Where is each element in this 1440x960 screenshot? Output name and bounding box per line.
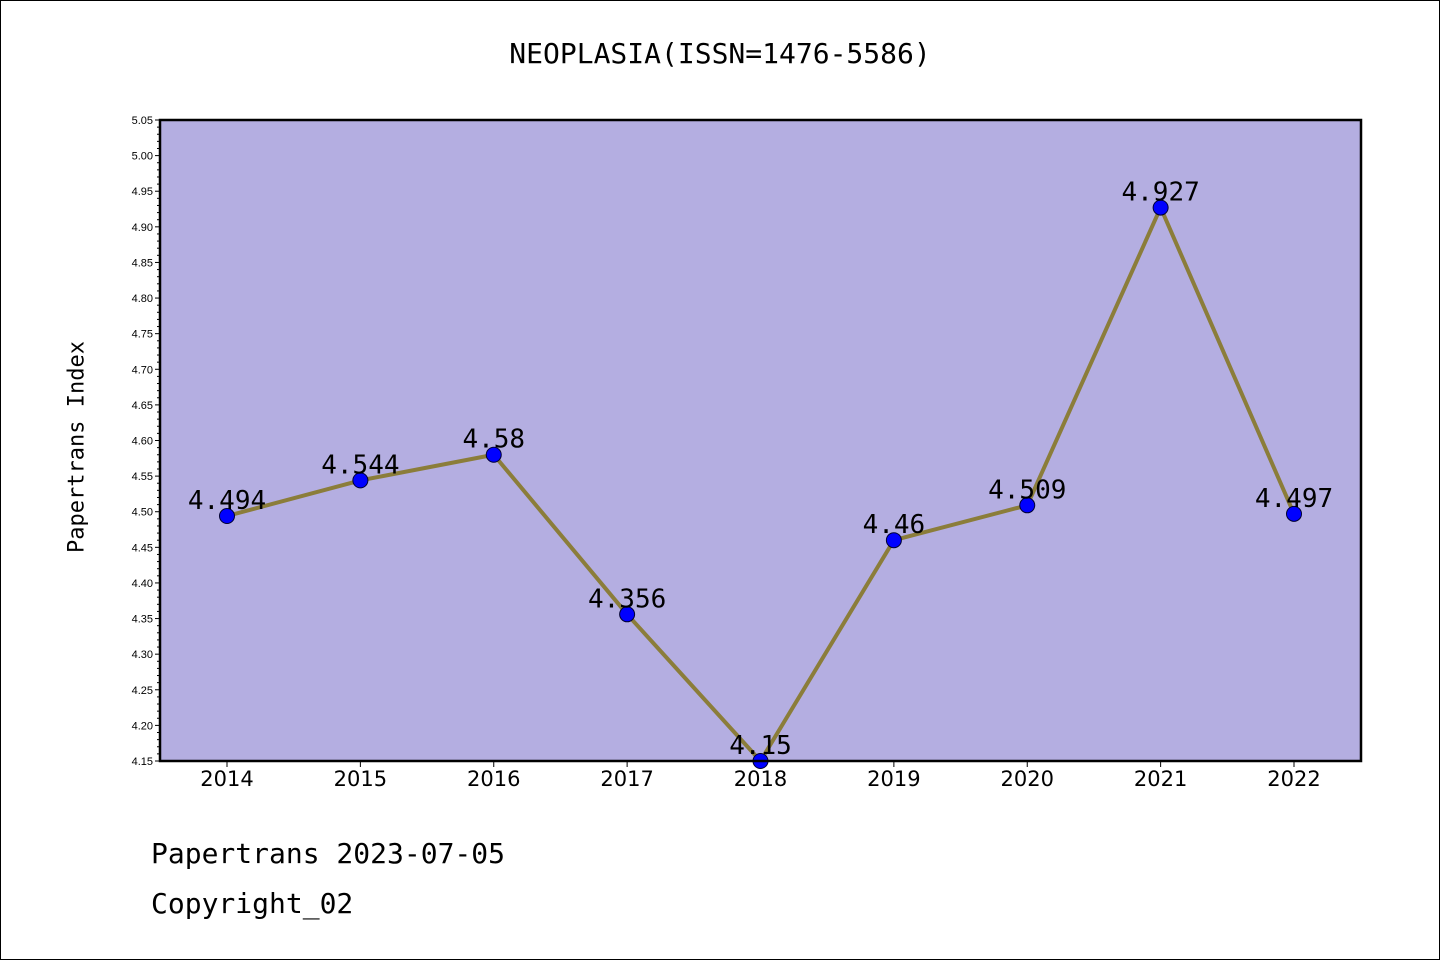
y-tick-label: 4.30: [132, 649, 153, 661]
data-point: [1152, 199, 1169, 216]
data-label: 4.509: [988, 475, 1066, 505]
y-tick-label: 4.55: [132, 471, 153, 483]
data-label: 4.544: [321, 450, 399, 480]
y-tick-label: 5.05: [132, 115, 153, 127]
footer-copyright: Copyright_02: [151, 887, 354, 920]
data-point: [219, 507, 235, 524]
data-point: [1286, 505, 1302, 522]
x-tick-label: 2014: [200, 767, 253, 791]
data-point: [352, 472, 369, 489]
x-tick-label: 2018: [734, 767, 787, 791]
data-label: 4.927: [1121, 178, 1199, 208]
chart-title: NEOPLASIA(ISSN=1476-5586): [509, 37, 931, 70]
y-tick-label: 5.00: [132, 151, 153, 163]
x-tick-label: 2019: [867, 767, 920, 791]
data-label: 4.356: [588, 584, 666, 614]
data-point: [619, 606, 636, 623]
y-tick-label: 4.15: [132, 756, 153, 768]
data-label: 4.58: [462, 425, 525, 455]
y-tick-label: 4.40: [132, 578, 153, 590]
y-tick-label: 4.85: [132, 257, 153, 269]
y-tick-label: 4.75: [132, 329, 153, 341]
plot-frame: [158, 118, 1363, 763]
y-tick-label: 4.20: [132, 720, 153, 732]
y-tick-label: 4.45: [132, 542, 153, 554]
y-tick-label: 4.25: [132, 685, 153, 697]
data-label: 4.497: [1255, 484, 1333, 514]
y-tick-label: 4.65: [132, 400, 153, 412]
data-label: 4.15: [729, 731, 792, 761]
x-tick-label: 2022: [1267, 767, 1320, 791]
footer-date: Papertrans 2023-07-05: [151, 837, 506, 870]
data-label: 4.46: [863, 510, 926, 540]
y-tick-label: 4.80: [132, 293, 153, 305]
y-tick-label: 4.90: [132, 222, 153, 234]
y-tick-label: 4.95: [132, 186, 153, 198]
x-tick-label: 2015: [334, 767, 387, 791]
x-tick-label: 2016: [467, 767, 520, 791]
y-tick-label: 4.35: [132, 614, 153, 626]
x-tick-label: 2021: [1134, 767, 1187, 791]
y-tick-label: 4.60: [132, 436, 153, 448]
y-tick-label: 4.50: [132, 507, 153, 519]
plot-area: [160, 120, 1361, 761]
x-tick-label: 2020: [1001, 767, 1054, 791]
data-point: [885, 532, 902, 549]
x-tick-label: 2017: [600, 767, 653, 791]
data-point: [485, 446, 502, 463]
data-point: [1019, 497, 1036, 514]
y-tick-label: 4.70: [132, 364, 153, 376]
data-label: 4.494: [188, 486, 266, 516]
